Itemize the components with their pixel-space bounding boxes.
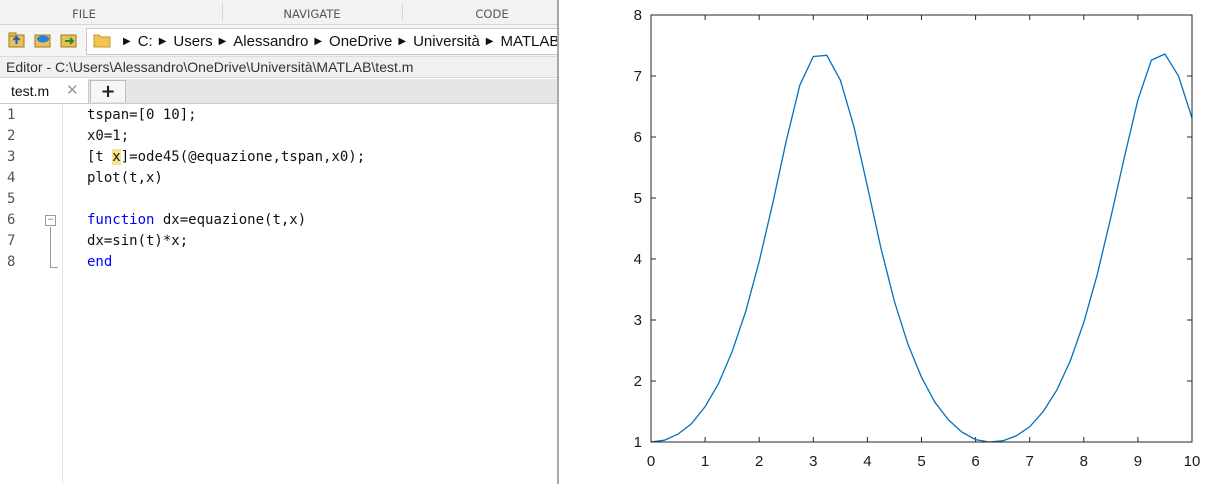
line-number: 5 <box>7 191 16 207</box>
chevron-right-icon[interactable]: ▶ <box>123 36 131 47</box>
tab-label: test.m <box>11 83 50 99</box>
code-text[interactable]: end <box>87 254 113 270</box>
chevron-right-icon[interactable]: ▶ <box>398 36 407 47</box>
matched-variable-highlight: x <box>112 149 121 165</box>
code-editor[interactable]: 1 tspan=[0 10]; 2 x0=1; 3 [t x]=ode45(@e… <box>0 104 557 484</box>
toolstrip-sections: FILE NAVIGATE CODE <box>0 0 557 25</box>
breadcrumb-item[interactable]: MATLAB <box>500 33 557 50</box>
editor-pane: FILE NAVIGATE CODE <box>0 0 557 484</box>
x-tick-label: 0 <box>647 453 655 470</box>
x-tick-label: 2 <box>755 453 763 470</box>
breadcrumb-item[interactable]: Università <box>413 33 480 50</box>
add-tab-button[interactable]: + <box>90 80 126 102</box>
editor-title: Editor - C:\Users\Alessandro\OneDrive\Un… <box>0 57 557 78</box>
x-tick-label: 7 <box>1026 453 1034 470</box>
breadcrumb: ▶ C: ▶ Users ▶ Alessandro ▶ OneDrive ▶ U… <box>117 33 557 50</box>
address-bar[interactable]: ▶ C: ▶ Users ▶ Alessandro ▶ OneDrive ▶ U… <box>86 28 557 55</box>
code-text[interactable]: x0=1; <box>87 128 130 144</box>
x-tick-label: 3 <box>809 453 817 470</box>
line-number-gutter <box>0 104 63 484</box>
section-divider <box>402 3 403 21</box>
code-line[interactable]: 3 [t x]=ode45(@equazione,tspan,x0); <box>0 147 557 168</box>
folder-icon <box>93 33 111 52</box>
axes-box <box>650 14 1193 443</box>
section-navigate[interactable]: NAVIGATE <box>283 7 341 21</box>
chevron-right-icon[interactable]: ▶ <box>218 36 227 47</box>
close-icon[interactable]: ✕ <box>66 82 79 99</box>
line-number: 6 <box>7 212 16 228</box>
breadcrumb-item[interactable]: C: <box>137 33 153 50</box>
x-tick-label: 9 <box>1134 453 1142 470</box>
x-tick-label: 4 <box>863 453 871 470</box>
code-text[interactable]: dx=sin(t)*x; <box>87 233 189 249</box>
tab-test-m[interactable]: test.m ✕ <box>0 79 89 103</box>
line-number: 4 <box>7 170 16 186</box>
keyword-function: function <box>87 212 155 228</box>
code-line[interactable]: 1 tspan=[0 10]; <box>0 105 557 126</box>
section-file[interactable]: FILE <box>72 7 96 21</box>
code-line[interactable]: 4 plot(t,x) <box>0 168 557 189</box>
x-tick-label: 8 <box>1080 453 1088 470</box>
section-code[interactable]: CODE <box>475 7 509 21</box>
pane-divider[interactable] <box>557 0 559 484</box>
fold-toggle-icon[interactable]: − <box>45 215 56 226</box>
y-tick-label: 7 <box>634 68 642 85</box>
code-text[interactable]: plot(t,x) <box>87 170 163 186</box>
line-number: 1 <box>7 107 16 123</box>
code-text-keyword[interactable]: function dx=equazione(t,x) <box>87 212 307 228</box>
code-line[interactable]: 6 − function dx=equazione(t,x) <box>0 210 557 231</box>
breadcrumb-item[interactable]: OneDrive <box>329 33 393 50</box>
x-tick-label: 5 <box>917 453 925 470</box>
chevron-right-icon[interactable]: ▶ <box>314 36 323 47</box>
breadcrumb-item[interactable]: Users <box>173 33 213 50</box>
line-number: 2 <box>7 128 16 144</box>
code-text[interactable]: tspan=[0 10]; <box>87 107 197 123</box>
y-tick-label: 4 <box>634 251 642 268</box>
cloud-folder-icon[interactable] <box>33 31 53 49</box>
x-tick-label: 1 <box>701 453 709 470</box>
address-toolbar: ▶ C: ▶ Users ▶ Alessandro ▶ OneDrive ▶ U… <box>0 25 557 57</box>
y-tick-label: 8 <box>634 7 642 24</box>
code-line[interactable]: 5 <box>0 189 557 210</box>
y-tick-label: 1 <box>634 434 642 451</box>
x-tick-label: 10 <box>1184 453 1201 470</box>
chevron-right-icon[interactable]: ▶ <box>485 36 494 47</box>
code-line[interactable]: 8 end <box>0 252 557 273</box>
code-line[interactable]: 2 x0=1; <box>0 126 557 147</box>
breadcrumb-item[interactable]: Alessandro <box>233 33 309 50</box>
fold-guide <box>50 227 51 267</box>
editor-tab-bar: test.m ✕ + <box>0 79 557 104</box>
y-tick-label: 5 <box>634 190 642 207</box>
figure-window: 0 1 2 3 4 5 6 7 8 9 10 1 2 3 4 5 6 7 8 <box>559 0 1232 484</box>
y-tick-label: 3 <box>634 312 642 329</box>
code-line[interactable]: 7 dx=sin(t)*x; <box>0 231 557 252</box>
chevron-right-icon[interactable]: ▶ <box>158 36 167 47</box>
fold-guide <box>50 267 58 268</box>
browse-folder-icon[interactable] <box>59 31 79 49</box>
y-tick-label: 2 <box>634 373 642 390</box>
line-number: 7 <box>7 233 16 249</box>
x-tick-label: 6 <box>971 453 979 470</box>
line-number: 8 <box>7 254 16 270</box>
section-divider <box>222 3 223 21</box>
series-line <box>650 53 1193 443</box>
go-up-folder-icon[interactable] <box>7 31 27 49</box>
line-number: 3 <box>7 149 16 165</box>
y-tick-label: 6 <box>634 129 642 146</box>
code-text-highlighted[interactable]: [t x]=ode45(@equazione,tspan,x0); <box>87 149 366 165</box>
